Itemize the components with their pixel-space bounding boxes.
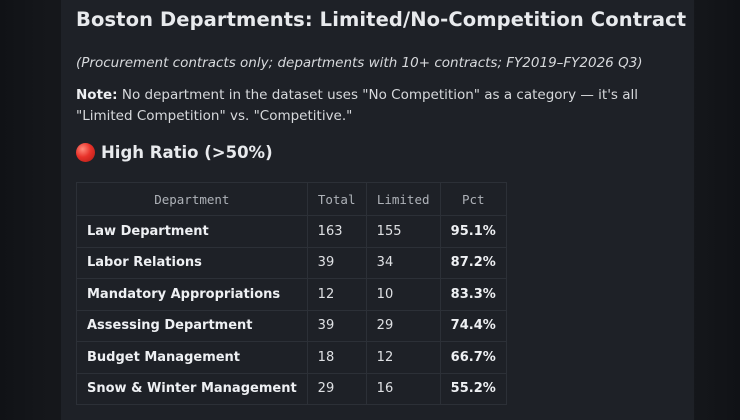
cell-limited: 16 [365, 372, 441, 405]
table-row: Law Department 163 155 95.1% [76, 215, 507, 248]
table-header-row: Department Total Limited Pct [76, 182, 507, 216]
cell-pct: 83.3% [439, 278, 507, 311]
cell-total: 18 [306, 341, 367, 374]
cell-total: 163 [306, 215, 367, 248]
cell-department: Law Department [76, 215, 308, 248]
table-row: Labor Relations 39 34 87.2% [76, 246, 507, 279]
cell-total: 29 [306, 372, 367, 405]
cell-limited: 12 [365, 341, 441, 374]
subtitle: (Procurement contracts only; departments… [76, 55, 643, 71]
cell-department: Labor Relations [76, 246, 308, 279]
cell-limited: 10 [365, 278, 441, 311]
cell-limited: 34 [365, 246, 441, 279]
cell-pct: 66.7% [439, 341, 507, 374]
cell-limited: 29 [365, 309, 441, 342]
cell-department: Budget Management [76, 341, 308, 374]
note-text: No department in the dataset uses "No Co… [76, 87, 639, 124]
cell-limited: 155 [365, 215, 441, 248]
cell-pct: 55.2% [439, 372, 507, 405]
column-header-limited: Limited [365, 182, 441, 216]
section-heading-text: High Ratio (>50%) [101, 143, 273, 162]
column-header-department: Department [76, 182, 308, 216]
content-card: Boston Departments: Limited/No-Competiti… [61, 0, 694, 420]
cell-pct: 74.4% [439, 309, 507, 342]
column-header-total: Total [306, 182, 367, 216]
page-title: Boston Departments: Limited/No-Competiti… [76, 8, 694, 31]
section-heading-high-ratio: High Ratio (>50%) [76, 143, 273, 162]
cell-pct: 95.1% [439, 215, 507, 248]
cell-total: 39 [306, 309, 367, 342]
cell-department: Mandatory Appropriations [76, 278, 308, 311]
note-label: Note: [76, 87, 118, 103]
table-row: Assessing Department 39 29 74.4% [76, 309, 507, 342]
left-gutter [0, 0, 48, 420]
cell-total: 39 [306, 246, 367, 279]
table-row: Snow & Winter Management 29 16 55.2% [76, 372, 507, 405]
cell-department: Assessing Department [76, 309, 308, 342]
cell-department: Snow & Winter Management [76, 372, 308, 405]
red-circle-icon [76, 143, 95, 162]
cell-total: 12 [306, 278, 367, 311]
column-header-pct: Pct [439, 182, 507, 216]
table-row: Budget Management 18 12 66.7% [76, 341, 507, 374]
table-row: Mandatory Appropriations 12 10 83.3% [76, 278, 507, 311]
cell-pct: 87.2% [439, 246, 507, 279]
department-ratio-table: Department Total Limited Pct Law Departm… [76, 182, 507, 405]
note-paragraph: Note: No department in the dataset uses … [76, 85, 681, 127]
right-gutter [692, 0, 740, 420]
